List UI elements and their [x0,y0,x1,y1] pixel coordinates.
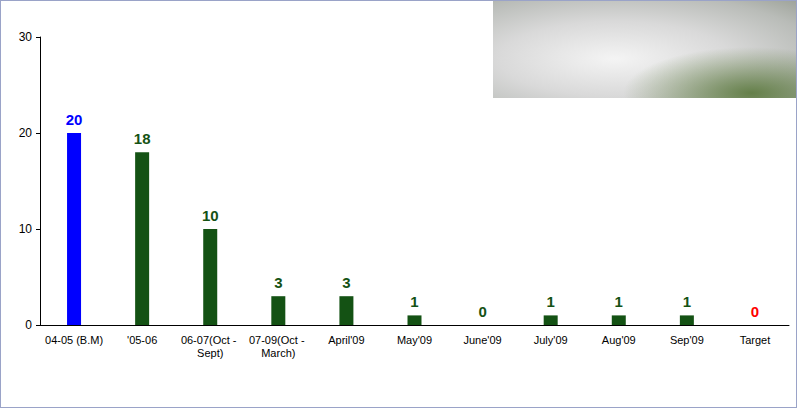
svg-text:10: 10 [202,207,219,224]
svg-text:April'09: April'09 [328,334,364,346]
svg-text:1: 1 [547,293,555,310]
svg-text:May'09: May'09 [397,334,432,346]
svg-text:0: 0 [25,318,32,332]
svg-text:Sept): Sept) [197,347,223,359]
svg-text:June'09: June'09 [463,334,501,346]
svg-text:Sep'09: Sep'09 [670,334,704,346]
svg-text:20: 20 [66,111,83,128]
svg-text:18: 18 [134,130,151,147]
svg-text:Aug'09: Aug'09 [602,334,636,346]
svg-text:1: 1 [410,293,418,310]
svg-text:3: 3 [274,274,282,291]
svg-text:20: 20 [19,126,33,140]
svg-text:0: 0 [751,303,759,320]
svg-text:10: 10 [19,222,33,236]
svg-text:06-07(Oct -: 06-07(Oct - [181,334,240,346]
svg-text:'05-06: '05-06 [127,334,157,346]
svg-text:04-05 (B.M): 04-05 (B.M) [45,334,103,346]
svg-text:07-09(Oct -: 07-09(Oct - [249,334,308,346]
svg-text:3: 3 [342,274,350,291]
svg-text:1: 1 [615,293,623,310]
svg-text:30: 30 [19,30,33,44]
svg-text:1: 1 [683,293,691,310]
svg-text:Target: Target [740,334,771,346]
svg-text:July'09: July'09 [534,334,568,346]
svg-text:March): March) [261,347,295,359]
svg-text:0: 0 [478,303,486,320]
